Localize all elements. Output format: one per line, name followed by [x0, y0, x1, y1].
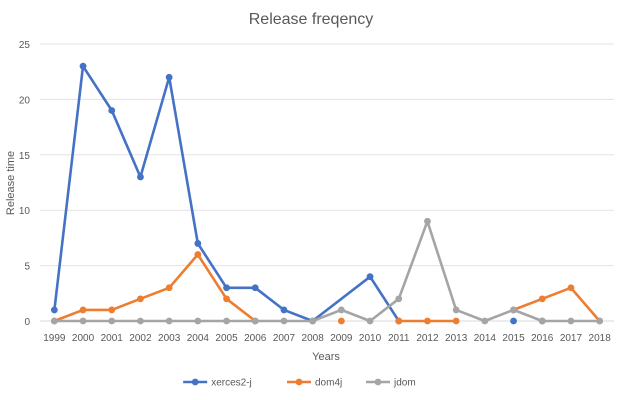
x-tick-label: 2007 [273, 333, 296, 344]
legend-item: dom4j [287, 378, 342, 389]
x-tick-label: 2001 [101, 333, 124, 344]
data-point [194, 251, 202, 258]
series-line [512, 286, 601, 323]
data-point [395, 317, 403, 325]
x-tick-label: 2015 [502, 333, 525, 344]
data-point [79, 306, 87, 314]
legend: xerces2-j dom4j jdom [183, 378, 416, 389]
data-point [337, 317, 345, 325]
x-tick-label: 2014 [474, 333, 497, 344]
data-point [280, 306, 288, 314]
data-point [137, 317, 144, 325]
x-tick-label: 2016 [531, 333, 554, 344]
x-tick-label: 2000 [72, 333, 95, 344]
x-tick-label: 2011 [388, 333, 410, 344]
data-point [50, 306, 58, 314]
y-tick-label: 20 [19, 95, 31, 106]
y-axis-label: Release time [5, 151, 17, 215]
series-lines [50, 62, 604, 325]
data-point [223, 295, 230, 303]
x-tick-label: 2008 [302, 333, 325, 344]
data-point [538, 317, 546, 325]
legend-marker [295, 378, 303, 386]
data-point [79, 317, 87, 325]
x-tick-label: 2004 [187, 333, 210, 344]
data-point [79, 62, 87, 70]
legend-label: dom4j [315, 378, 342, 389]
data-point [510, 317, 517, 325]
data-point [366, 273, 374, 281]
data-point [251, 317, 259, 325]
series-line [53, 64, 314, 323]
data-point [165, 73, 173, 81]
data-point [108, 317, 116, 325]
data-point [309, 317, 317, 325]
grid-lines [40, 43, 614, 322]
x-axis-ticks: 1999 2000 2001 2002 2003 2004 2005 2006 2007 2008… [43, 333, 611, 344]
legend-marker [191, 378, 199, 386]
data-point [395, 295, 403, 303]
data-point [366, 317, 374, 325]
data-point [567, 284, 575, 292]
x-tick-label: 2018 [589, 333, 612, 344]
legend-item: jdom [366, 378, 416, 389]
y-tick-label: 5 [24, 262, 30, 273]
series-line [53, 220, 601, 323]
y-axis-ticks: 0 5 10 15 20 25 [19, 40, 31, 328]
y-tick-label: 15 [19, 151, 31, 162]
legend-item: xerces2-j [183, 378, 252, 389]
data-point [280, 317, 288, 325]
data-point [510, 306, 517, 314]
data-point [223, 317, 230, 325]
data-point [424, 317, 431, 325]
x-tick-label: 2005 [215, 333, 238, 344]
data-point [452, 317, 460, 325]
x-axis-label: Years [312, 351, 340, 363]
legend-label: xerces2-j [211, 378, 252, 389]
data-point [194, 240, 202, 247]
data-point [223, 284, 230, 292]
data-point [108, 107, 116, 114]
data-point [165, 284, 173, 292]
y-tick-label: 25 [19, 40, 31, 51]
data-point [424, 217, 431, 225]
y-tick-label: 10 [19, 206, 31, 217]
x-tick-label: 2003 [158, 333, 181, 344]
data-point [251, 284, 259, 292]
data-point [596, 317, 604, 325]
data-point [452, 306, 460, 314]
x-tick-label: 2010 [359, 333, 382, 344]
x-tick-label: 2002 [129, 333, 152, 344]
y-tick-label: 0 [24, 317, 30, 328]
data-point [108, 306, 116, 314]
x-tick-label: 2009 [330, 333, 353, 344]
series-xerces2-j [50, 62, 546, 325]
series-line [53, 253, 257, 323]
data-point [538, 295, 546, 303]
data-point [194, 317, 202, 325]
x-tick-label: 1999 [43, 333, 66, 344]
series-jdom [50, 217, 604, 325]
chart-title: Release freqency [249, 11, 374, 28]
data-point [50, 317, 58, 325]
series-dom4j [50, 251, 604, 325]
data-point [337, 306, 345, 314]
data-point [137, 295, 144, 303]
x-tick-label: 2017 [560, 333, 583, 344]
data-point [567, 317, 575, 325]
x-tick-label: 2012 [416, 333, 439, 344]
legend-marker [374, 378, 382, 386]
legend-label: jdom [393, 378, 416, 389]
x-tick-label: 2013 [445, 333, 468, 344]
data-point [481, 317, 489, 325]
data-point [137, 173, 144, 181]
data-point [165, 317, 173, 325]
x-tick-label: 2006 [244, 333, 267, 344]
